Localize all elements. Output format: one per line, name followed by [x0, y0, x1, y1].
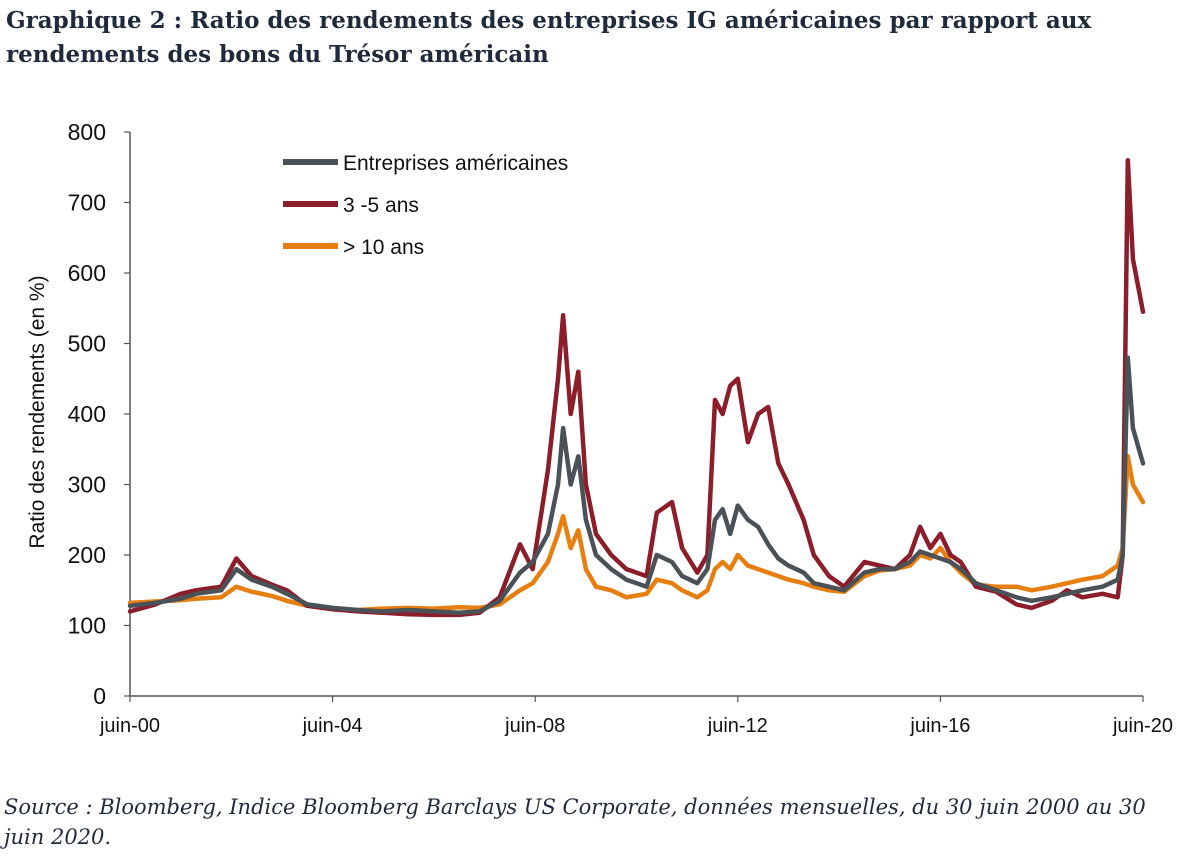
series-layer: [127, 157, 1146, 618]
y-tick-label: 100: [68, 613, 106, 639]
legend-label-1: 3 -5 ans: [343, 194, 419, 217]
x-tick-label: juin-00: [99, 715, 160, 737]
y-tick-label: 600: [68, 260, 106, 286]
y-tick-label: 0: [93, 683, 106, 709]
legend-label-0: Entreprises américaines: [343, 152, 568, 175]
y-tick-label: 200: [68, 542, 106, 568]
y-tick-label: 500: [68, 331, 106, 357]
legend-label-2: > 10 ans: [343, 236, 424, 259]
y-tick-label: 300: [68, 472, 106, 498]
source-note: Source : Bloomberg, Indice Bloomberg Bar…: [4, 795, 1146, 849]
axes-layer: 0 100 200 300 400 500 600 700 800 juin-00 juin-04 j…: [68, 119, 1173, 737]
y-axis-label: Ratio des rendements (en %): [26, 275, 49, 548]
line-chart: 0 100 200 300 400 500 600 700 800 juin-00 juin-04 j…: [26, 119, 1173, 737]
y-tick-label: 800: [68, 119, 106, 145]
y-tick-label: 400: [68, 401, 106, 427]
y-tick-label: 700: [68, 190, 106, 216]
series-line-0: [127, 355, 1146, 616]
x-tick-label: juin-20: [1112, 715, 1173, 737]
legend: Entreprises américaines 3 -5 ans > 10 ans: [283, 152, 568, 259]
x-tick-label: juin-12: [707, 715, 768, 737]
x-tick-label: juin-08: [504, 715, 565, 737]
x-tick-label: juin-04: [302, 715, 363, 737]
series-line-1: [127, 157, 1146, 618]
x-tick-label: juin-16: [909, 715, 970, 737]
chart-title: Graphique 2 : Ratio des rendements des e…: [6, 7, 1092, 68]
